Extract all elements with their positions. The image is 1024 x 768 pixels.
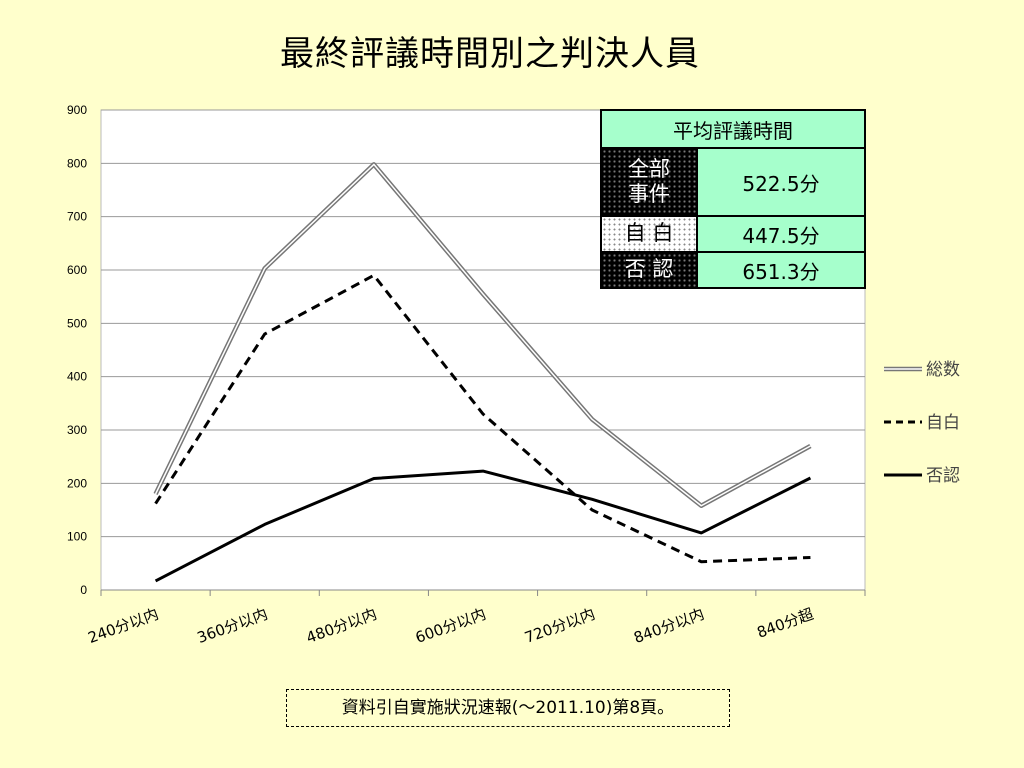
data-series [153,162,812,583]
x-tick-label: 840分以内 [631,605,706,647]
label-all-cases-line2: 事件 [628,182,670,206]
x-tick-label: 840分超 [755,605,816,642]
y-tick-label: 400 [67,370,87,384]
legend-label: 否認 [926,466,960,486]
value-confession: 447.5分 [696,215,866,253]
x-tick-label: 480分以内 [304,605,379,647]
label-all-cases: 全部 事件 [600,147,698,217]
x-tick-label: 360分以内 [195,605,270,647]
chart-title: 最終評議時間別之判決人員 [280,34,700,74]
value-all-cases: 522.5分 [696,147,866,217]
y-tick-label: 100 [67,530,87,544]
label-denial: 否 認 [600,251,698,289]
label-confession: 自 白 [600,215,698,253]
y-tick-label: 700 [67,210,87,224]
source-note: 資料引自實施狀況速報(～2011.10)第8頁。 [286,689,730,727]
x-tick-label: 240分以内 [86,605,161,647]
y-tick-label: 500 [67,316,87,330]
x-tick-label: 600分以内 [413,605,488,647]
series-line-denial [154,469,812,583]
y-tick-label: 0 [80,583,87,597]
legend-label: 総数 [926,360,960,380]
y-tick-label: 800 [67,156,87,170]
y-axis-tick-labels: 0 100 200 300 400 500 600 700 800 900 [67,103,87,597]
y-tick-label: 900 [67,103,87,117]
y-tick-label: 300 [67,423,87,437]
average-deliberation-table: 平均評議時間 全部 事件 522.5分 自 白 447.5分 否 認 651.3… [600,109,866,289]
x-tick-label: 720分以内 [522,605,597,647]
series-line-total-inner [154,163,811,507]
y-tick-label: 600 [67,263,87,277]
x-axis-category-labels: 240分以内 360分以内 480分以内 600分以内 720分以内 840分以内 840分… [86,590,866,647]
legend-label: 自白 [926,413,960,433]
series-line-confession [154,273,811,564]
label-all-cases-line1: 全部 [628,156,670,181]
value-denial: 651.3分 [696,251,866,289]
y-tick-label: 200 [67,476,87,490]
table-header: 平均評議時間 [600,109,866,149]
